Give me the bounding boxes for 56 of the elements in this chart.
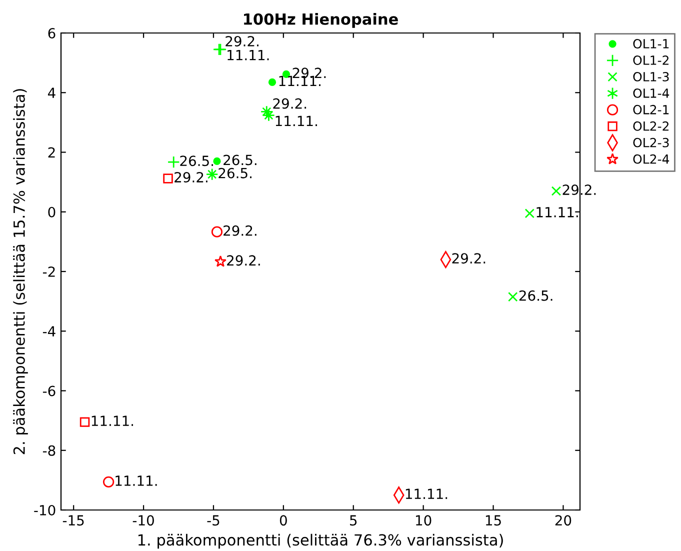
annotation: 29.2. bbox=[174, 172, 208, 183]
y-tick-label: -6 bbox=[42, 386, 56, 396]
x-tick-label: 5 bbox=[350, 515, 357, 526]
annotation: 26.5. bbox=[180, 156, 214, 166]
point bbox=[213, 157, 221, 166]
annotation: 11.11. bbox=[276, 116, 317, 126]
x-tick-label: -15 bbox=[62, 515, 84, 526]
y-tick-label: -8 bbox=[42, 445, 56, 456]
legend-label: OL1-2 bbox=[633, 55, 668, 65]
y-tick-label: 0 bbox=[48, 206, 56, 218]
legend-label: OL1-3 bbox=[633, 72, 669, 82]
legend-label: OL2-2 bbox=[633, 121, 668, 131]
point bbox=[508, 292, 518, 302]
x-tick-label: 15 bbox=[486, 515, 501, 526]
x-axis-title: 1. pääkomponentti (selittää 76.3% varianssista) bbox=[138, 534, 503, 549]
y-tick-label: -4 bbox=[42, 326, 56, 336]
annotation: 11.11. bbox=[92, 416, 134, 426]
legend-label: OL1-4 bbox=[633, 88, 670, 98]
x-tick-label: 10 bbox=[416, 515, 432, 526]
y-axis-title: 2. pääkomponentti (selittää 15.7% varianssista) bbox=[13, 89, 28, 454]
point bbox=[167, 156, 180, 168]
legend-label: OL2-4 bbox=[633, 154, 670, 164]
annotation: 29.2. bbox=[224, 225, 256, 236]
annotation: 29.2. bbox=[273, 98, 306, 109]
annotation: 26.5. bbox=[519, 290, 552, 301]
x-tick-label: 0 bbox=[280, 515, 287, 526]
legend-label: OL2-3 bbox=[633, 138, 669, 148]
chart-title: 100Hz Hienopaine bbox=[244, 13, 398, 28]
annotation: 29.2. bbox=[227, 255, 260, 266]
y-tick-label: 2 bbox=[48, 147, 55, 158]
point bbox=[80, 417, 90, 427]
point bbox=[268, 78, 276, 86]
x-tick-label: 20 bbox=[555, 515, 572, 526]
annotation: 11.11. bbox=[116, 476, 157, 486]
legend-label: OL2-1 bbox=[633, 104, 669, 114]
annotation: 29.2. bbox=[452, 253, 486, 264]
point bbox=[260, 105, 273, 118]
annotation: 11.11. bbox=[228, 50, 269, 60]
point bbox=[214, 255, 226, 267]
annotation: 26.5. bbox=[224, 154, 256, 166]
y-tick-label: 6 bbox=[48, 28, 56, 38]
point bbox=[524, 208, 534, 218]
x-tick-label: -5 bbox=[207, 515, 220, 526]
y-tick-label: 4 bbox=[48, 88, 56, 98]
annotation: 11.11. bbox=[406, 488, 448, 499]
point bbox=[103, 476, 114, 488]
x-tick-label: -10 bbox=[132, 515, 154, 526]
annotation: 26.5. bbox=[218, 168, 252, 178]
y-tick-label: -10 bbox=[34, 504, 56, 516]
y-tick-label: -2 bbox=[42, 266, 55, 277]
point bbox=[211, 226, 223, 238]
annotation: 11.11. bbox=[536, 207, 578, 218]
point bbox=[551, 186, 562, 196]
annotation: 29.2. bbox=[226, 36, 258, 46]
legend-label: OL1-1 bbox=[633, 39, 669, 48]
point bbox=[163, 174, 173, 184]
